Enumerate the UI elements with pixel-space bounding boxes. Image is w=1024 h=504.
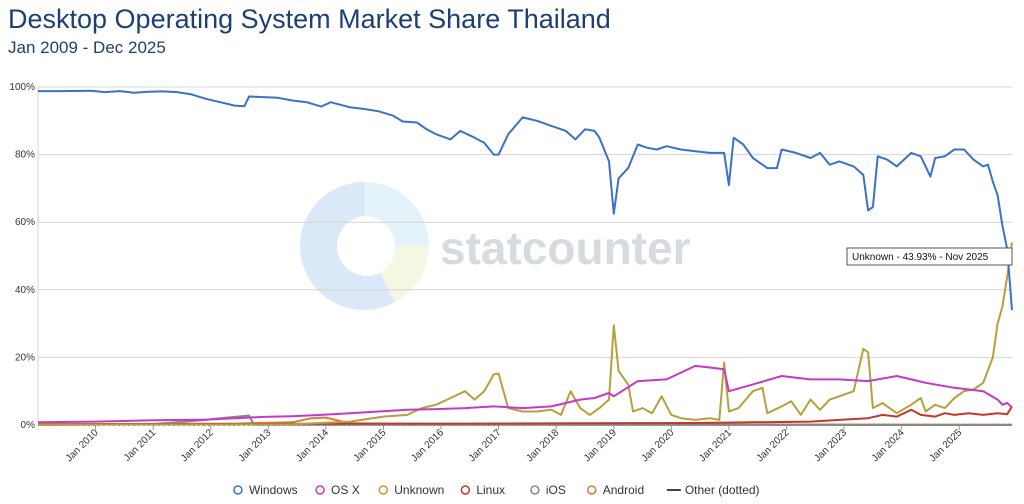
series-line-windows[interactable] xyxy=(38,89,1013,311)
legend-item-windows[interactable]: Windows xyxy=(233,483,298,497)
legend-swatch xyxy=(233,485,243,495)
legend-swatch xyxy=(530,485,540,495)
series-layer xyxy=(37,89,1013,426)
x-tick-label: Jan 2013 xyxy=(237,427,274,464)
x-tick-label: Jan 2011 xyxy=(122,427,159,464)
legend-label: Linux xyxy=(476,483,505,497)
x-tick-label: Jan 2020 xyxy=(640,427,677,464)
legend-label: Android xyxy=(603,483,644,497)
legend-label: Unknown xyxy=(394,483,444,497)
y-tick-label: 40% xyxy=(15,285,35,296)
y-tick-label: 20% xyxy=(15,352,35,363)
tooltip: Unknown - 43.93% - Nov 2025 xyxy=(846,247,1013,266)
y-tick-label: 80% xyxy=(15,150,35,161)
legend-item-unknown[interactable]: Unknown xyxy=(378,483,444,497)
y-axis: 0% 20% 40% 60% 80% 100% xyxy=(9,82,35,431)
watermark-text: statcounter xyxy=(440,222,691,274)
legend-swatch xyxy=(587,485,597,495)
y-tick-label: 0% xyxy=(21,420,36,431)
x-tick-label: Jan 2023 xyxy=(812,427,849,464)
x-tick-label: Jan 2014 xyxy=(294,427,331,464)
legend-item-android[interactable]: Android xyxy=(587,483,644,497)
x-tick-label: Jan 2024 xyxy=(870,427,907,464)
legend-item-ios[interactable]: iOS xyxy=(530,483,566,497)
legend-item-os-x[interactable]: OS X xyxy=(315,483,360,497)
legend-item-linux[interactable]: Linux xyxy=(460,483,505,497)
x-tick-label: Jan 2019 xyxy=(582,427,619,464)
series-line-os-x[interactable] xyxy=(37,364,1013,424)
x-axis: Jan 2010 Jan 2011 Jan 2012 Jan 2013 Jan 2014… xyxy=(64,425,965,464)
series-line-unknown[interactable] xyxy=(37,242,1013,426)
x-tick-label: Jan 2021 xyxy=(697,427,734,464)
legend-label: iOS xyxy=(546,483,566,497)
y-tick-label: 100% xyxy=(9,82,35,93)
legend-label: OS X xyxy=(331,483,360,497)
legend-swatch xyxy=(315,485,325,495)
series-line-linux[interactable] xyxy=(37,405,1013,426)
legend-label: Other (dotted) xyxy=(685,483,760,497)
tooltip-box xyxy=(846,247,1013,266)
chart-subtitle: Jan 2009 - Dec 2025 xyxy=(8,38,166,57)
y-tick-label: 60% xyxy=(15,217,35,228)
x-tick-label: Jan 2012 xyxy=(179,427,216,464)
legend-swatch xyxy=(460,485,471,495)
legend[interactable]: Windows OS X Unknown Linux iOS Android Other (… xyxy=(233,483,760,497)
legend-swatch xyxy=(378,485,388,495)
x-tick-label: Jan 2016 xyxy=(409,427,446,464)
statcounter-watermark: statcounter xyxy=(300,181,691,310)
x-tick-label: Jan 2022 xyxy=(755,427,792,464)
x-tick-label: Jan 2010 xyxy=(64,427,101,464)
x-tick-label: Jan 2017 xyxy=(467,427,504,464)
x-tick-label: Jan 2025 xyxy=(927,427,964,464)
legend-item-other-dotted[interactable]: Other (dotted) xyxy=(666,483,760,497)
x-tick-label: Jan 2018 xyxy=(524,427,561,464)
tooltip-text: Unknown - 43.93% - Nov 2025 xyxy=(852,252,989,263)
x-tick-label: Jan 2015 xyxy=(352,427,389,464)
legend-label: Windows xyxy=(249,483,298,497)
chart-title: Desktop Operating System Market Share Th… xyxy=(8,4,611,34)
